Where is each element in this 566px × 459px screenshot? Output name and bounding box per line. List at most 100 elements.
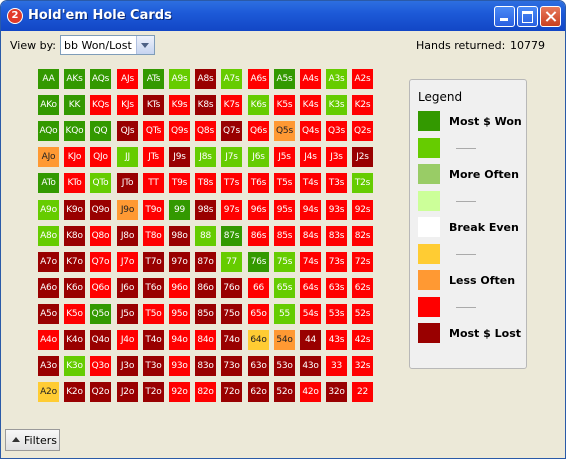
hand-cell[interactable]: Q2s: [352, 121, 373, 141]
hand-cell[interactable]: J8o: [117, 226, 138, 246]
hand-cell[interactable]: KK: [64, 95, 85, 115]
hand-cell[interactable]: K9o: [64, 200, 85, 220]
hand-cell[interactable]: 44: [300, 330, 321, 350]
hand-cell[interactable]: 95s: [274, 200, 295, 220]
hand-cell[interactable]: 96s: [248, 200, 269, 220]
hand-cell[interactable]: K7s: [221, 95, 242, 115]
hand-cell[interactable]: 84o: [195, 330, 216, 350]
hand-cell[interactable]: ATs: [143, 69, 164, 89]
hand-cell[interactable]: 87s: [221, 226, 242, 246]
hand-cell[interactable]: A3o: [38, 356, 59, 376]
hand-cell[interactable]: 98s: [195, 200, 216, 220]
hand-cell[interactable]: K5s: [274, 95, 295, 115]
hand-cell[interactable]: 76s: [248, 252, 269, 272]
hand-cell[interactable]: T2s: [352, 173, 373, 193]
hand-cell[interactable]: T6o: [143, 278, 164, 298]
hand-cell[interactable]: K5o: [64, 304, 85, 324]
hand-cell[interactable]: 73s: [326, 252, 347, 272]
hand-cell[interactable]: QJs: [117, 121, 138, 141]
hand-cell[interactable]: 76o: [221, 278, 242, 298]
hand-cell[interactable]: JJ: [117, 147, 138, 167]
hand-cell[interactable]: 43s: [326, 330, 347, 350]
hand-cell[interactable]: T8o: [143, 226, 164, 246]
hand-cell[interactable]: 43o: [300, 356, 321, 376]
hand-cell[interactable]: T3s: [326, 173, 347, 193]
hand-cell[interactable]: J5s: [274, 147, 295, 167]
hand-cell[interactable]: 85s: [274, 226, 295, 246]
hand-cell[interactable]: QTo: [90, 173, 111, 193]
hand-cell[interactable]: K3s: [326, 95, 347, 115]
hand-cell[interactable]: AKo: [38, 95, 59, 115]
hand-cell[interactable]: 83s: [326, 226, 347, 246]
hand-cell[interactable]: A4s: [300, 69, 321, 89]
hand-cell[interactable]: A6o: [38, 278, 59, 298]
hand-cell[interactable]: K8o: [64, 226, 85, 246]
hand-cell[interactable]: 74o: [221, 330, 242, 350]
hand-cell[interactable]: T5o: [143, 304, 164, 324]
hand-cell[interactable]: AQs: [90, 69, 111, 89]
hand-cell[interactable]: J3s: [326, 147, 347, 167]
hand-cell[interactable]: A8s: [195, 69, 216, 89]
title-bar[interactable]: 2 Hold'em Hole Cards: [1, 1, 565, 31]
hand-cell[interactable]: Q7s: [221, 121, 242, 141]
hand-cell[interactable]: 97s: [221, 200, 242, 220]
hand-cell[interactable]: J4s: [300, 147, 321, 167]
hand-cell[interactable]: 92o: [169, 382, 190, 402]
hand-cell[interactable]: T3o: [143, 356, 164, 376]
hand-cell[interactable]: 87o: [195, 252, 216, 272]
hand-cell[interactable]: A8o: [38, 226, 59, 246]
hand-cell[interactable]: KQo: [64, 121, 85, 141]
hand-cell[interactable]: 73o: [221, 356, 242, 376]
hand-cell[interactable]: T8s: [195, 173, 216, 193]
hand-cell[interactable]: Q6s: [248, 121, 269, 141]
close-button[interactable]: [540, 6, 561, 27]
hand-cell[interactable]: A5s: [274, 69, 295, 89]
hand-cell[interactable]: 93s: [326, 200, 347, 220]
hand-cell[interactable]: 82s: [352, 226, 373, 246]
hand-cell[interactable]: 84s: [300, 226, 321, 246]
hand-cell[interactable]: 72s: [352, 252, 373, 272]
hand-cell[interactable]: J2s: [352, 147, 373, 167]
hand-cell[interactable]: 64o: [248, 330, 269, 350]
hand-cell[interactable]: Q8s: [195, 121, 216, 141]
hand-cell[interactable]: K6s: [248, 95, 269, 115]
hand-cell[interactable]: Q8o: [90, 226, 111, 246]
hand-cell[interactable]: AA: [38, 69, 59, 89]
hand-cell[interactable]: 32o: [326, 382, 347, 402]
hand-cell[interactable]: 33: [326, 356, 347, 376]
hand-cell[interactable]: J9o: [117, 200, 138, 220]
hand-cell[interactable]: K2o: [64, 382, 85, 402]
hand-cell[interactable]: Q4o: [90, 330, 111, 350]
hand-cell[interactable]: 95o: [169, 304, 190, 324]
hand-cell[interactable]: 65s: [274, 278, 295, 298]
hand-cell[interactable]: KJo: [64, 147, 85, 167]
hand-cell[interactable]: J2o: [117, 382, 138, 402]
hand-cell[interactable]: 86o: [195, 278, 216, 298]
hand-cell[interactable]: 75s: [274, 252, 295, 272]
hand-cell[interactable]: T4o: [143, 330, 164, 350]
hand-cell[interactable]: 42o: [300, 382, 321, 402]
hand-cell[interactable]: 72o: [221, 382, 242, 402]
hand-cell[interactable]: K9s: [169, 95, 190, 115]
hand-cell[interactable]: 53o: [274, 356, 295, 376]
hand-cell[interactable]: 65o: [248, 304, 269, 324]
hand-cell[interactable]: 74s: [300, 252, 321, 272]
minimize-button[interactable]: [494, 6, 515, 27]
hand-cell[interactable]: Q6o: [90, 278, 111, 298]
hand-cell[interactable]: T5s: [274, 173, 295, 193]
hand-cell[interactable]: 98o: [169, 226, 190, 246]
maximize-button[interactable]: [517, 6, 538, 27]
hand-cell[interactable]: J4o: [117, 330, 138, 350]
filters-button[interactable]: Filters: [5, 429, 60, 451]
hand-cell[interactable]: 54s: [300, 304, 321, 324]
hand-cell[interactable]: J6o: [117, 278, 138, 298]
hand-cell[interactable]: 22: [352, 382, 373, 402]
hand-cell[interactable]: J3o: [117, 356, 138, 376]
hand-cell[interactable]: ATo: [38, 173, 59, 193]
hand-cell[interactable]: A2o: [38, 382, 59, 402]
hand-cell[interactable]: 63o: [248, 356, 269, 376]
hand-cell[interactable]: Q3s: [326, 121, 347, 141]
hand-cell[interactable]: A7s: [221, 69, 242, 89]
hand-cell[interactable]: KJs: [117, 95, 138, 115]
hand-cell[interactable]: A9s: [169, 69, 190, 89]
